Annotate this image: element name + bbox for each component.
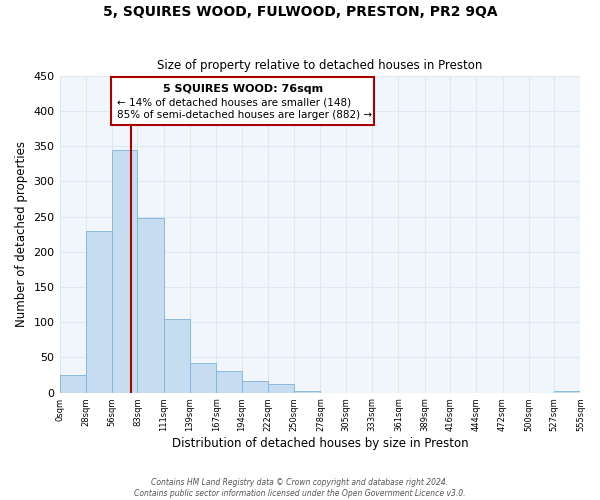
Bar — [137, 218, 164, 392]
Text: 5 SQUIRES WOOD: 76sqm: 5 SQUIRES WOOD: 76sqm — [163, 84, 323, 94]
Bar — [268, 384, 294, 392]
Bar — [86, 230, 112, 392]
X-axis label: Distribution of detached houses by size in Preston: Distribution of detached houses by size … — [172, 437, 469, 450]
Bar — [216, 372, 242, 392]
Bar — [242, 380, 268, 392]
Bar — [190, 363, 216, 392]
Text: Contains HM Land Registry data © Crown copyright and database right 2024.
Contai: Contains HM Land Registry data © Crown c… — [134, 478, 466, 498]
Text: 5, SQUIRES WOOD, FULWOOD, PRESTON, PR2 9QA: 5, SQUIRES WOOD, FULWOOD, PRESTON, PR2 9… — [103, 5, 497, 19]
Bar — [164, 320, 190, 392]
Text: ← 14% of detached houses are smaller (148): ← 14% of detached houses are smaller (14… — [117, 97, 351, 107]
Bar — [294, 391, 320, 392]
Bar — [59, 375, 86, 392]
Bar — [112, 150, 137, 392]
FancyBboxPatch shape — [111, 78, 374, 125]
Text: 85% of semi-detached houses are larger (882) →: 85% of semi-detached houses are larger (… — [117, 110, 372, 120]
Title: Size of property relative to detached houses in Preston: Size of property relative to detached ho… — [157, 59, 483, 72]
Bar — [554, 391, 580, 392]
Y-axis label: Number of detached properties: Number of detached properties — [15, 142, 28, 328]
